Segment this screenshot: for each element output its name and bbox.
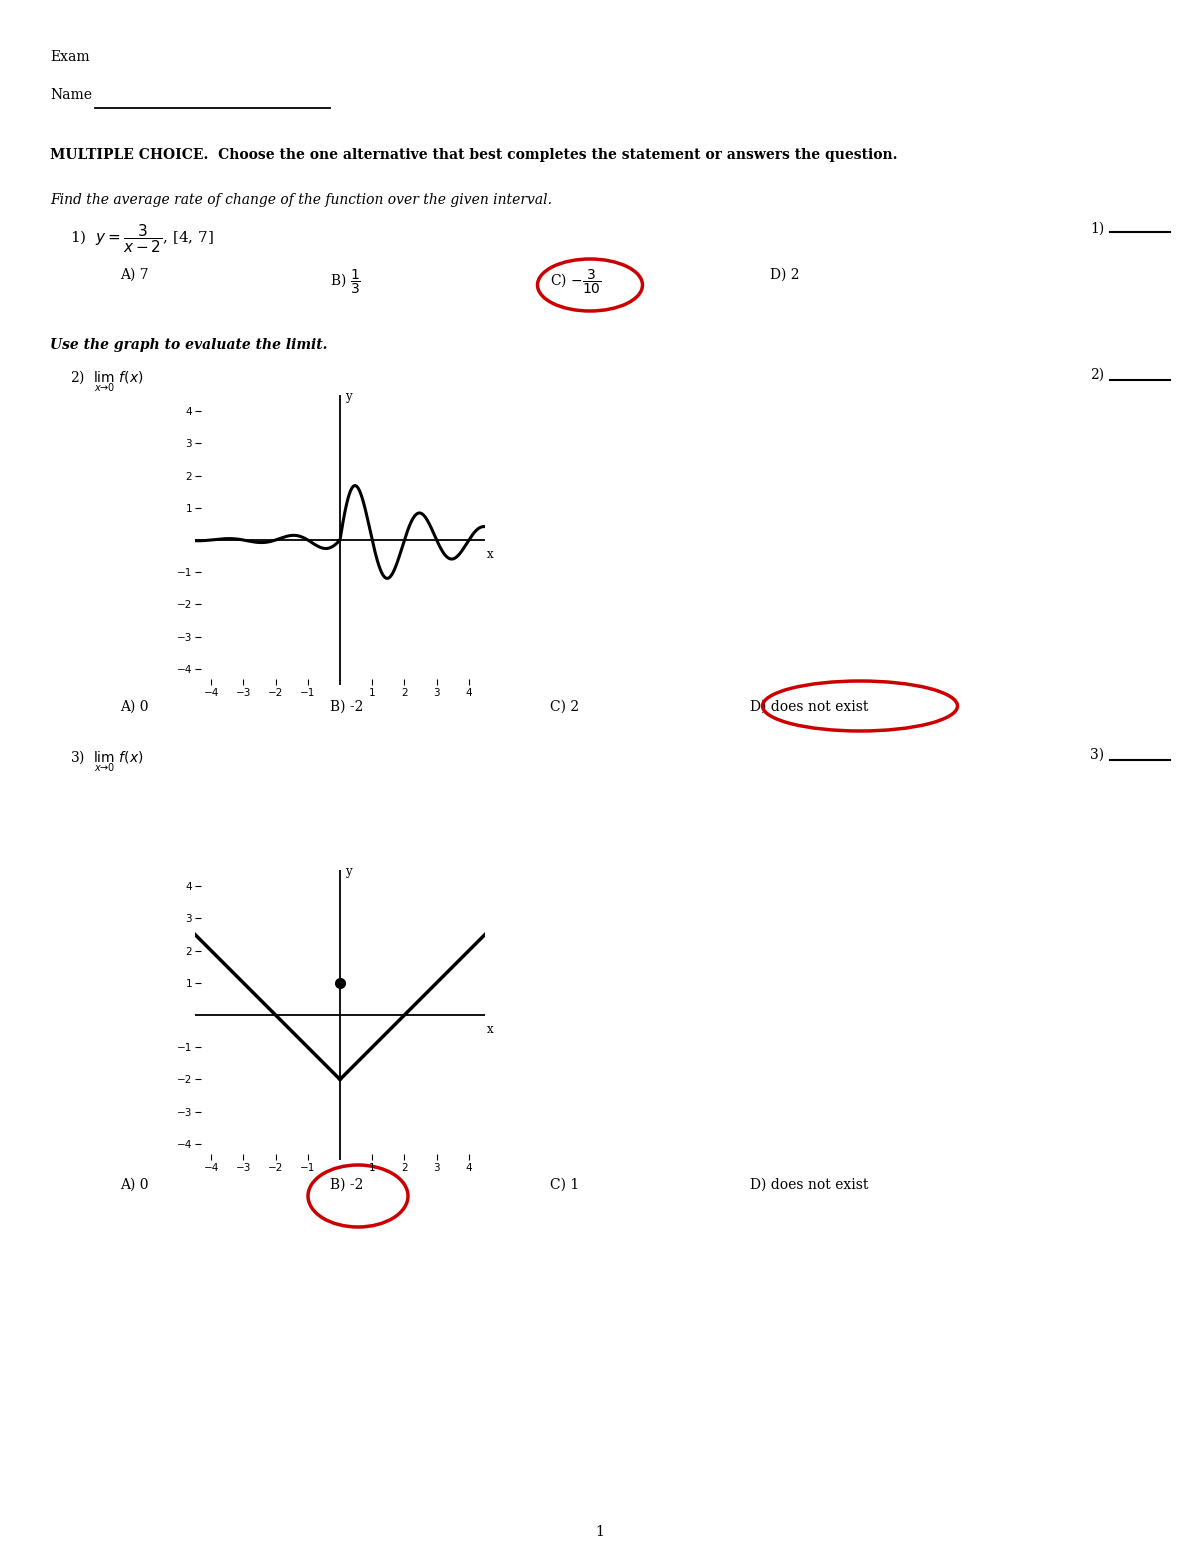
Text: B) -2: B) -2 (330, 1179, 364, 1193)
Text: D) does not exist: D) does not exist (750, 1179, 869, 1193)
Text: 1): 1) (1090, 222, 1104, 236)
Text: 2): 2) (1090, 368, 1104, 382)
Text: x: x (487, 548, 493, 561)
Text: y: y (344, 865, 352, 877)
Text: Find the average rate of change of the function over the given interval.: Find the average rate of change of the f… (50, 193, 552, 207)
Text: C) 1: C) 1 (550, 1179, 580, 1193)
Text: Exam: Exam (50, 50, 90, 64)
Text: C) $-\dfrac{3}{10}$: C) $-\dfrac{3}{10}$ (550, 269, 601, 297)
Text: A) 0: A) 0 (120, 700, 149, 714)
Text: 1: 1 (595, 1525, 605, 1539)
Text: 3): 3) (1090, 749, 1104, 763)
Text: A) 0: A) 0 (120, 1179, 149, 1193)
Text: B) $\dfrac{1}{3}$: B) $\dfrac{1}{3}$ (330, 269, 361, 297)
Text: 2)  $\lim_{x \to 0}\ f(x)$: 2) $\lim_{x \to 0}\ f(x)$ (70, 368, 144, 393)
Text: B) -2: B) -2 (330, 700, 364, 714)
Text: D) does not exist: D) does not exist (750, 700, 869, 714)
Text: x: x (487, 1023, 493, 1036)
Text: 1)  $y = \dfrac{3}{x - 2}$, [4, 7]: 1) $y = \dfrac{3}{x - 2}$, [4, 7] (70, 222, 214, 255)
Text: C) 2: C) 2 (550, 700, 580, 714)
Text: Name: Name (50, 89, 92, 102)
Text: Use the graph to evaluate the limit.: Use the graph to evaluate the limit. (50, 339, 328, 353)
Text: D) 2: D) 2 (770, 269, 799, 283)
Text: MULTIPLE CHOICE.  Choose the one alternative that best completes the statement o: MULTIPLE CHOICE. Choose the one alternat… (50, 148, 898, 162)
Text: A) 7: A) 7 (120, 269, 149, 283)
Text: y: y (344, 390, 352, 404)
Text: 3)  $\lim_{x \to 0}\ f(x)$: 3) $\lim_{x \to 0}\ f(x)$ (70, 749, 144, 773)
